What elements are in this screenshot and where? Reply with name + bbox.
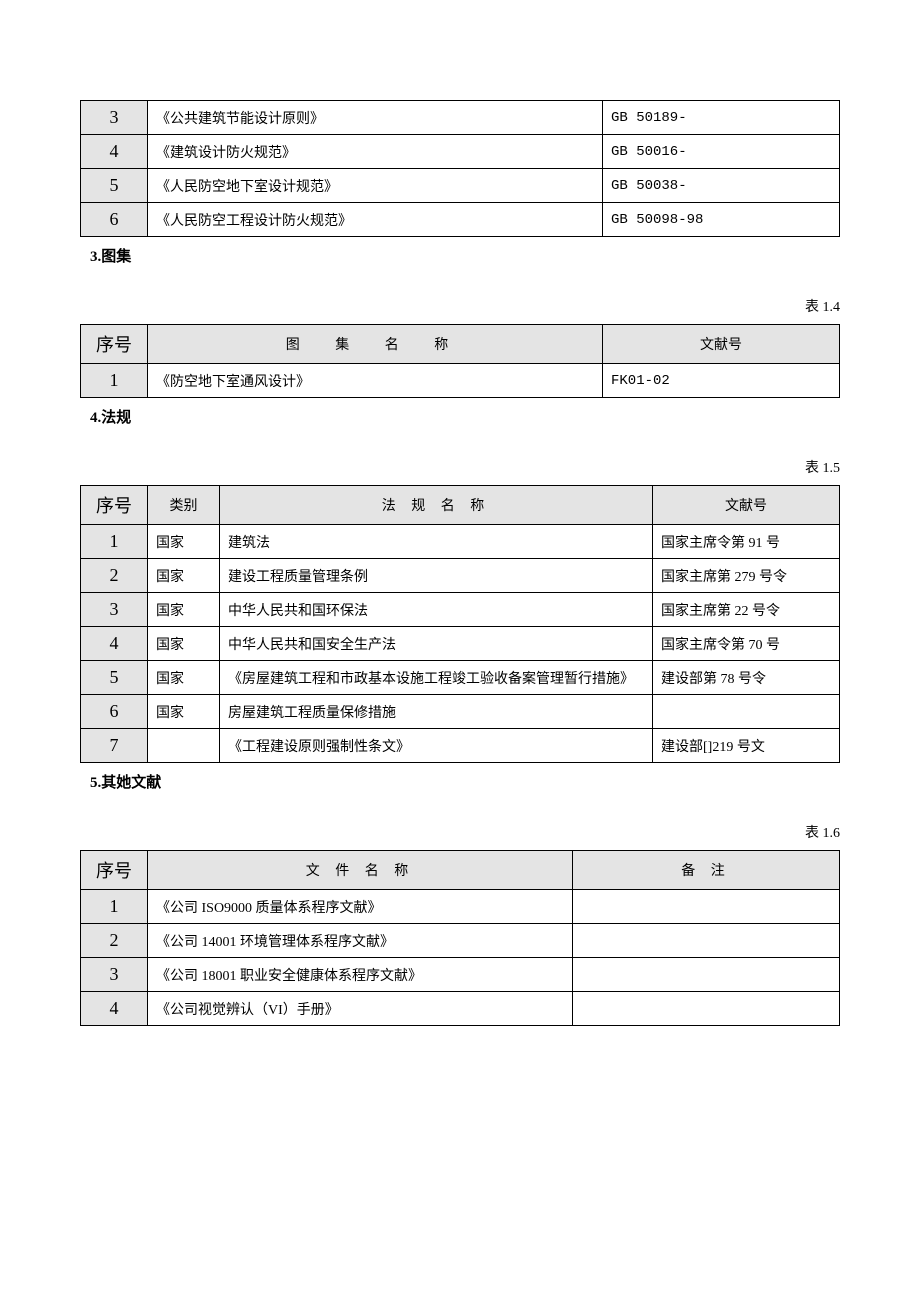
col-serial: 序号 [81,486,148,525]
table-row: 1国家建筑法国家主席令第 91 号 [81,525,840,559]
table-row: 6《人民防空工程设计防火规范》GB 50098-98 [81,203,840,237]
col-atlas-name: 图 集 名 称 [148,325,603,364]
category: 国家 [148,695,220,729]
atlas-name: 《防空地下室通风设计》 [148,364,603,398]
table-row: 4《建筑设计防火规范》GB 50016- [81,135,840,169]
remark [573,924,840,958]
row-number: 5 [81,661,148,695]
doc-number: FK01-02 [603,364,840,398]
standard-code: GB 50016- [603,135,840,169]
col-serial: 序号 [81,325,148,364]
table-1-4-caption: 表 1.4 [80,296,840,316]
col-doc-no: 文献号 [603,325,840,364]
row-number: 2 [81,559,148,593]
row-number: 3 [81,101,148,135]
table-row: 1《公司 ISO9000 质量体系程序文献》 [81,890,840,924]
category: 国家 [148,559,220,593]
remark [573,992,840,1026]
standard-code: GB 50038- [603,169,840,203]
regulation-name: 中华人民共和国环保法 [220,593,653,627]
doc-number [653,695,840,729]
row-number: 4 [81,627,148,661]
section-3-title: 3.图集 [90,245,840,266]
row-number: 2 [81,924,148,958]
row-number: 1 [81,525,148,559]
table-row: 3国家中华人民共和国环保法国家主席第 22 号令 [81,593,840,627]
doc-number: 建设部[]219 号文 [653,729,840,763]
regulation-name: 《工程建设原则强制性条文》 [220,729,653,763]
other-docs-table: 序号 文 件 名 称 备 注 1《公司 ISO9000 质量体系程序文献》2《公… [80,850,840,1026]
section-5-title: 5.其她文献 [90,771,840,792]
table-row: 7 《工程建设原则强制性条文》建设部[]219 号文 [81,729,840,763]
doc-number: 国家主席第 279 号令 [653,559,840,593]
table-row: 5《人民防空地下室设计规范》GB 50038- [81,169,840,203]
remark [573,958,840,992]
remark [573,890,840,924]
section-4-title: 4.法规 [90,406,840,427]
table-row: 3《公司 18001 职业安全健康体系程序文献》 [81,958,840,992]
doc-number: 建设部第 78 号令 [653,661,840,695]
category: 国家 [148,525,220,559]
file-name: 《公司 14001 环境管理体系程序文献》 [148,924,573,958]
table-row: 4《公司视觉辨认（VI）手册》 [81,992,840,1026]
file-name: 《公司 18001 职业安全健康体系程序文献》 [148,958,573,992]
col-doc-no: 文献号 [653,486,840,525]
category: 国家 [148,627,220,661]
standard-code: GB 50189- [603,101,840,135]
category [148,729,220,763]
document-page: 3《公共建筑节能设计原则》GB 50189-4《建筑设计防火规范》GB 5001… [0,0,920,1086]
col-reg-name: 法 规 名 称 [220,486,653,525]
regulation-name: 建设工程质量管理条例 [220,559,653,593]
table-row: 2国家建设工程质量管理条例国家主席第 279 号令 [81,559,840,593]
doc-number: 国家主席令第 70 号 [653,627,840,661]
atlas-table: 序号 图 集 名 称 文献号 1《防空地下室通风设计》FK01-02 [80,324,840,398]
row-number: 7 [81,729,148,763]
file-name: 《公司视觉辨认（VI）手册》 [148,992,573,1026]
col-remark: 备 注 [573,851,840,890]
table-row: 3《公共建筑节能设计原则》GB 50189- [81,101,840,135]
table-row: 6国家房屋建筑工程质量保修措施 [81,695,840,729]
doc-number: 国家主席第 22 号令 [653,593,840,627]
table-1-5-caption: 表 1.5 [80,457,840,477]
regulation-name: 中华人民共和国安全生产法 [220,627,653,661]
row-number: 1 [81,364,148,398]
standard-name: 《建筑设计防火规范》 [148,135,603,169]
standard-code: GB 50098-98 [603,203,840,237]
table-row: 5国家《房屋建筑工程和市政基本设施工程竣工验收备案管理暂行措施》建设部第 78 … [81,661,840,695]
regulation-name: 《房屋建筑工程和市政基本设施工程竣工验收备案管理暂行措施》 [220,661,653,695]
standard-name: 《人民防空工程设计防火规范》 [148,203,603,237]
table-row: 2《公司 14001 环境管理体系程序文献》 [81,924,840,958]
doc-number: 国家主席令第 91 号 [653,525,840,559]
row-number: 1 [81,890,148,924]
table-row: 1《防空地下室通风设计》FK01-02 [81,364,840,398]
col-file-name: 文 件 名 称 [148,851,573,890]
row-number: 6 [81,203,148,237]
standard-name: 《人民防空地下室设计规范》 [148,169,603,203]
row-number: 3 [81,593,148,627]
table-row: 4国家中华人民共和国安全生产法国家主席令第 70 号 [81,627,840,661]
regulation-name: 房屋建筑工程质量保修措施 [220,695,653,729]
row-number: 4 [81,135,148,169]
row-number: 5 [81,169,148,203]
row-number: 3 [81,958,148,992]
standards-table: 3《公共建筑节能设计原则》GB 50189-4《建筑设计防火规范》GB 5001… [80,100,840,237]
regulations-table: 序号 类别 法 规 名 称 文献号 1国家建筑法国家主席令第 91 号2国家建设… [80,485,840,763]
standard-name: 《公共建筑节能设计原则》 [148,101,603,135]
table-1-6-caption: 表 1.6 [80,822,840,842]
category: 国家 [148,593,220,627]
col-serial: 序号 [81,851,148,890]
col-category: 类别 [148,486,220,525]
file-name: 《公司 ISO9000 质量体系程序文献》 [148,890,573,924]
row-number: 4 [81,992,148,1026]
category: 国家 [148,661,220,695]
regulation-name: 建筑法 [220,525,653,559]
row-number: 6 [81,695,148,729]
